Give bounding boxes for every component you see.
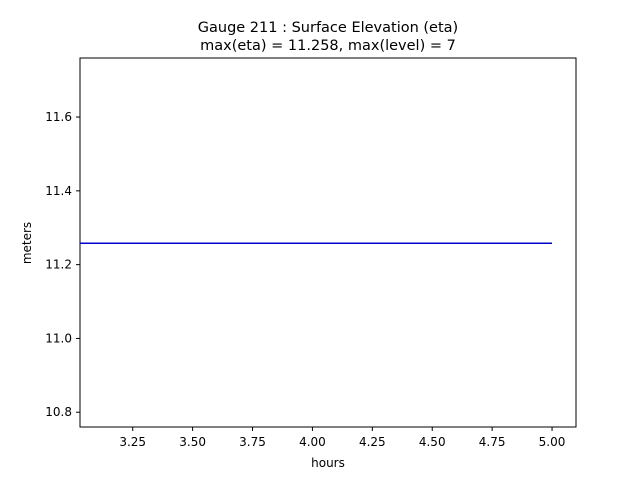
x-tick-label: 4.75 <box>479 435 506 449</box>
x-tick-label: 3.50 <box>179 435 206 449</box>
y-tick-label: 11.4 <box>45 184 72 198</box>
chart-subtitle: max(eta) = 11.258, max(level) = 7 <box>200 38 456 54</box>
x-tick-label: 4.00 <box>299 435 326 449</box>
y-tick-label: 10.8 <box>45 405 72 419</box>
y-axis: 10.8 11.0 11.2 11.4 11.6 <box>45 110 80 419</box>
x-axis: 3.25 3.50 3.75 4.00 4.25 4.50 4.75 5.00 <box>119 427 565 449</box>
x-axis-label: hours <box>311 456 345 470</box>
x-tick-label: 4.25 <box>359 435 386 449</box>
x-tick-label: 5.00 <box>539 435 566 449</box>
x-tick-label: 4.50 <box>419 435 446 449</box>
x-tick-label: 3.75 <box>239 435 266 449</box>
y-tick-label: 11.6 <box>45 110 72 124</box>
x-tick-label: 3.25 <box>119 435 146 449</box>
y-tick-label: 11.0 <box>45 331 72 345</box>
y-axis-label: meters <box>20 222 34 264</box>
y-tick-label: 11.2 <box>45 258 72 272</box>
chart-title: Gauge 211 : Surface Elevation (eta) <box>198 20 458 36</box>
